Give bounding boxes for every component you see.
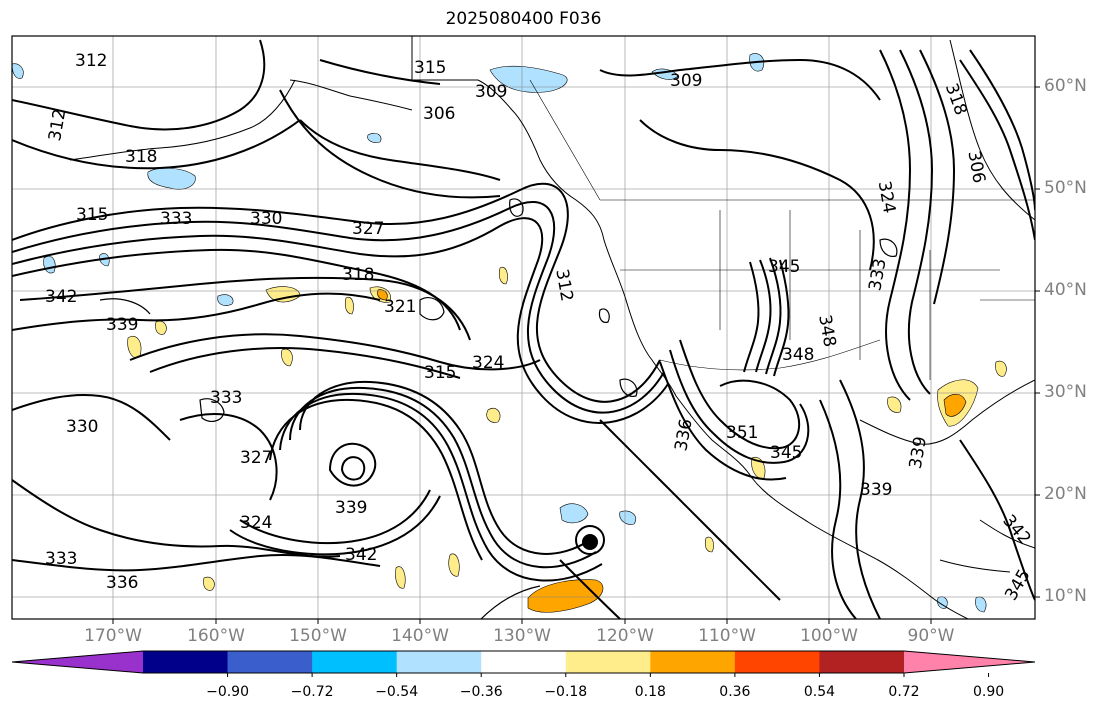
contour-label: 333	[45, 549, 77, 569]
colorbar-tick-label: 0.18	[634, 684, 666, 700]
contour-label: 351	[726, 423, 758, 443]
colorbar-segment	[396, 651, 482, 673]
grid-lines	[12, 36, 1035, 619]
contour-label: 315	[414, 58, 446, 78]
colorbar-segment	[227, 651, 313, 673]
contour-label: 306	[423, 104, 455, 124]
contour-label: 333	[160, 209, 192, 229]
contour-lines	[12, 39, 1035, 619]
contour-label: 324	[240, 513, 272, 533]
lon-label: 100°W	[800, 626, 858, 646]
contour-label: 342	[45, 287, 77, 307]
lat-label: 20°N	[1044, 484, 1087, 504]
tick-marks	[112, 86, 1040, 624]
contour-label: 330	[250, 209, 282, 229]
lon-label: 150°W	[289, 626, 347, 646]
colorbar-extend-left	[12, 651, 143, 673]
map-background	[12, 36, 1035, 619]
colorbar-tick-label: 0.36	[719, 684, 751, 700]
colorbar-tick-label: 0.90	[972, 684, 1005, 700]
contour-label: 327	[352, 219, 384, 239]
lon-label: 170°W	[84, 626, 142, 646]
contour-label: 345	[770, 443, 802, 463]
contour-label: 339	[335, 498, 367, 518]
contour-label: 309	[670, 71, 702, 91]
lat-label: 50°N	[1044, 178, 1087, 198]
colorbar-tick-label: −0.90	[206, 684, 249, 700]
colorbar-segment	[143, 651, 229, 673]
contour-label: 348	[782, 345, 814, 365]
colorbar-tick-label: −0.36	[459, 684, 503, 700]
contour-label: 333	[210, 388, 242, 408]
lat-label: 30°N	[1044, 382, 1087, 402]
lon-label: 90°W	[907, 626, 955, 646]
political-borders	[411, 36, 1035, 380]
contour-label: 315	[424, 363, 456, 383]
contour-label: 309	[475, 82, 507, 102]
colorbar-extend-right	[904, 651, 1035, 673]
contour-label: 330	[66, 417, 98, 437]
colorbar-outline	[11, 650, 1036, 674]
contour-label: 315	[76, 205, 108, 225]
colorbar-segment	[734, 651, 820, 673]
colorbar-tick-label: −0.54	[375, 684, 419, 700]
contour-label: 318	[342, 265, 374, 285]
cyclone-center-icon	[582, 534, 598, 550]
map-title: 2025080400 F036	[445, 9, 602, 29]
contour-label: 339	[860, 480, 892, 500]
colorbar-segment	[819, 651, 905, 673]
contour-label: 327	[240, 448, 272, 468]
contour-label: 321	[384, 297, 416, 317]
positive-strong-shading	[377, 289, 967, 613]
lon-label: 120°W	[596, 626, 654, 646]
contour-label: 336	[106, 573, 138, 593]
colorbar-segment	[650, 651, 736, 673]
lat-label: 40°N	[1044, 280, 1087, 300]
coastlines	[69, 36, 1035, 619]
colorbar-tick-label: 0.54	[803, 684, 836, 700]
lon-label: 160°W	[187, 626, 245, 646]
contour-label: 345	[768, 257, 800, 277]
colorbar-tick-label: 0.72	[888, 684, 920, 700]
colorbar-tick-label: −0.72	[290, 684, 334, 700]
contour-label: 324	[472, 353, 504, 373]
colorbar-tick-label: −0.18	[544, 684, 588, 700]
colorbar	[11, 650, 1036, 677]
colorbar-segment	[481, 651, 567, 673]
contour-label: 342	[345, 545, 377, 565]
contour-label: 312	[75, 51, 107, 71]
lat-label: 10°N	[1044, 586, 1087, 606]
lon-label: 140°W	[391, 626, 449, 646]
contour-thin	[99, 198, 898, 619]
lon-label: 130°W	[493, 626, 551, 646]
colorbar-segment	[312, 651, 398, 673]
contour-label: 339	[106, 315, 138, 335]
negative-shading	[12, 53, 987, 613]
map-frame	[11, 35, 1036, 620]
lat-label: 60°N	[1044, 76, 1087, 96]
lon-label: 110°W	[698, 626, 756, 646]
contour-label: 318	[125, 147, 157, 167]
colorbar-segment	[565, 651, 651, 673]
